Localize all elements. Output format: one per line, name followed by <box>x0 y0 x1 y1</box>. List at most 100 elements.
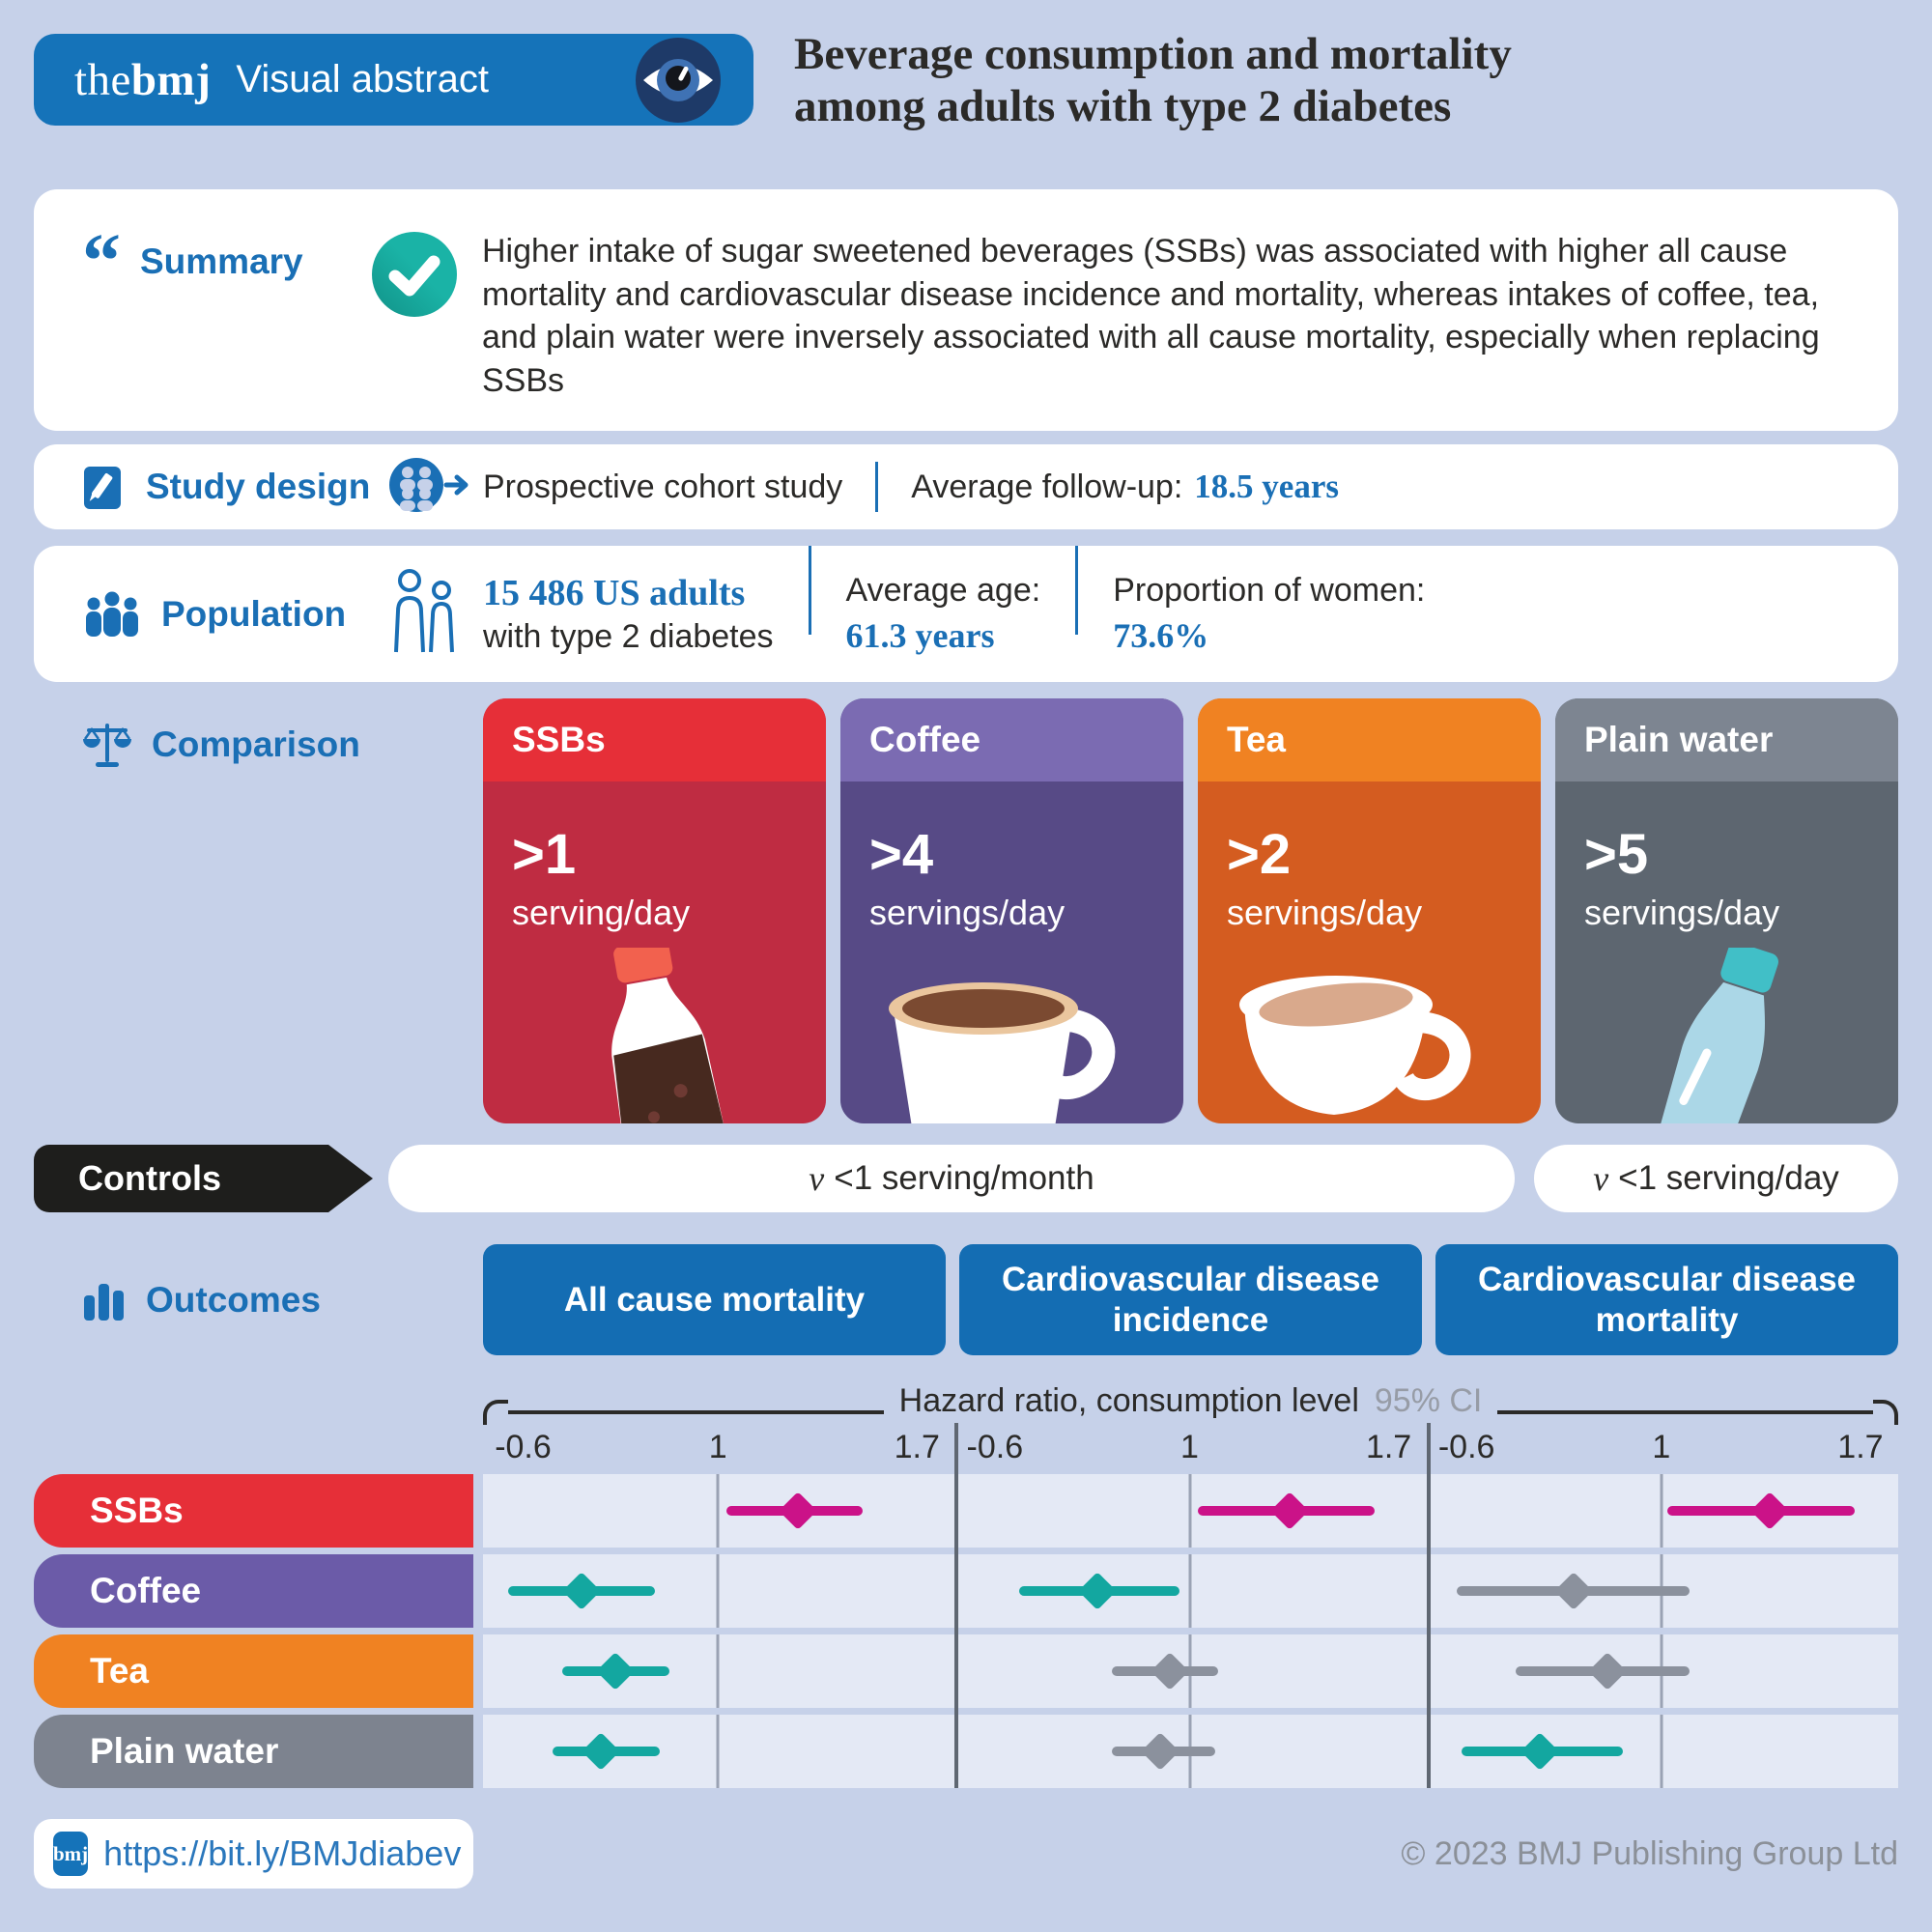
hr-diamond <box>1749 1492 1789 1530</box>
link-pill[interactable]: bmj https://bit.ly/BMJdiabev <box>34 1819 473 1889</box>
forest-plot-row-labels: SSBs Coffee Tea Plain water <box>34 1379 473 1788</box>
outcome-button-cvd-incidence[interactable]: Cardiovascular disease incidence <box>959 1244 1422 1355</box>
average-age-block: Average age: 61.3 years <box>846 572 1041 656</box>
hr-diamond <box>582 1732 620 1771</box>
reference-line <box>1660 1715 1663 1788</box>
hr-diamond <box>1151 1652 1190 1690</box>
water-bottle-icon <box>1555 948 1898 1123</box>
reference-line <box>1660 1474 1663 1548</box>
card-plain-water-title: Plain water <box>1555 698 1898 781</box>
comparison-cards: SSBs >1 serving/day <box>473 698 1898 1123</box>
hr-diamond <box>1520 1732 1559 1771</box>
outcome-buttons: All cause mortality Cardiovascular disea… <box>473 1244 1898 1355</box>
reference-line <box>716 1634 720 1708</box>
reference-line <box>716 1715 720 1788</box>
women-proportion-block: Proportion of women: 73.6% <box>1113 572 1425 656</box>
forest-plot: SSBs Coffee Tea Plain water Hazard ratio, c… <box>34 1379 1899 1788</box>
card-ssbs-amount: >1 <box>512 823 577 886</box>
plot-rows <box>483 1474 1898 1788</box>
card-tea-title: Tea <box>1198 698 1541 781</box>
bmj-badge-icon: bmj <box>53 1832 89 1876</box>
card-plain-water: Plain water >5 servings/day <box>1555 698 1898 1123</box>
plot-cell-plain-water-panel1 <box>483 1715 955 1788</box>
age-value: 61.3 years <box>845 616 995 655</box>
plot-cell-ssbs-panel1 <box>483 1474 955 1548</box>
card-coffee-unit: servings/day <box>869 893 1065 932</box>
footer: bmj https://bit.ly/BMJdiabev © 2023 BMJ … <box>34 1819 1898 1889</box>
card-tea: Tea >2 servings/day <box>1198 698 1541 1123</box>
summary-section-label: “ Summary <box>82 219 303 304</box>
plot-cell-coffee-panel3 <box>1426 1554 1898 1628</box>
hr-diamond <box>1141 1732 1180 1771</box>
outcome-button-cvd-mortality[interactable]: Cardiovascular disease mortality <box>1435 1244 1898 1355</box>
axis-tick: 1.7 <box>1365 1429 1412 1465</box>
hr-diamond <box>1269 1492 1309 1530</box>
bracket-left <box>483 1399 508 1425</box>
header: thebmj Visual abstract Beverage consumpt… <box>34 29 1898 131</box>
plot-cell-coffee-panel2 <box>954 1554 1427 1628</box>
card-ssbs: SSBs >1 serving/day <box>483 698 826 1123</box>
divider <box>808 546 811 635</box>
card-tea-amount: >2 <box>1227 823 1292 886</box>
study-design-section-label: Study design <box>82 463 386 511</box>
axis-tick: 1 <box>1180 1429 1199 1465</box>
panel-divider <box>1426 1423 1431 1788</box>
outcome-button-all-cause[interactable]: All cause mortality <box>483 1244 946 1355</box>
plot-cell-tea-panel1 <box>483 1634 955 1708</box>
hr-diamond <box>1554 1572 1593 1610</box>
controls-tag: Controls <box>34 1145 373 1212</box>
women-label: Proportion of women: <box>1113 572 1426 609</box>
reference-line <box>1188 1554 1191 1628</box>
reference-line <box>716 1474 720 1548</box>
quote-icon: “ <box>82 219 121 304</box>
two-adults-icon <box>386 567 483 661</box>
axis-label: Hazard ratio, consumption level <box>898 1382 1359 1419</box>
card-ssbs-unit: serving/day <box>512 893 691 932</box>
panel-divider <box>954 1423 959 1788</box>
coffee-cup-icon <box>840 952 1183 1123</box>
hr-diamond <box>1077 1572 1117 1610</box>
axis-ticks: -0.6 1 1.7 -0.6 1 1.7 -0.6 1 1.7 <box>483 1423 1898 1474</box>
plot-cell-plain-water-panel2 <box>954 1715 1427 1788</box>
bmj-brand: thebmj <box>74 54 212 105</box>
footer-link[interactable]: https://bit.ly/BMJdiabev <box>103 1833 462 1873</box>
population-desc: with type 2 diabetes <box>483 618 774 655</box>
population-count: 15 486 US adults <box>483 573 746 613</box>
axis-tick: -0.6 <box>966 1429 1024 1465</box>
axis-tick: 1.7 <box>894 1429 940 1465</box>
check-icon <box>372 232 457 322</box>
card-plain-water-unit: servings/day <box>1584 893 1780 932</box>
plot-cell-tea-panel2 <box>954 1634 1427 1708</box>
visual-abstract-label: Visual abstract <box>236 58 489 100</box>
scale-icon <box>82 720 132 770</box>
study-design-card: Study design Prospective cohort study Av… <box>34 444 1898 529</box>
age-label: Average age: <box>845 572 1041 609</box>
bmj-logo-box: thebmj Visual abstract <box>34 34 753 126</box>
pencil-icon <box>82 463 127 511</box>
bar-chart-icon <box>82 1278 127 1322</box>
forest-plot-panels: Hazard ratio, consumption level 95% CI -… <box>473 1379 1899 1788</box>
summary-card: “ Summary Higher intake of sugar sweeten… <box>34 189 1898 431</box>
divider <box>875 462 879 512</box>
card-coffee-title: Coffee <box>840 698 1183 781</box>
plot-cell-plain-water-panel3 <box>1426 1715 1898 1788</box>
population-card: Population 15 486 US adults with type 2 … <box>34 546 1898 682</box>
hr-diamond <box>596 1652 636 1690</box>
axis-tick: -0.6 <box>1437 1429 1495 1465</box>
ci-label: 95% CI <box>1374 1382 1483 1419</box>
page-title: Beverage consumption and mortality among… <box>794 28 1512 131</box>
bracket-right <box>1873 1399 1899 1425</box>
followup-value: 18.5 years <box>1194 468 1339 505</box>
axis-tick: 1 <box>708 1429 727 1465</box>
plot-cell-coffee-panel1 <box>483 1554 955 1628</box>
axis-tick: 1 <box>1652 1429 1671 1465</box>
hr-diamond <box>562 1572 601 1610</box>
control-month-pill: v <1 serving/month <box>388 1145 1515 1212</box>
card-plain-water-amount: >5 <box>1584 823 1649 886</box>
row-label-tea: Tea <box>34 1634 473 1708</box>
axis-header: Hazard ratio, consumption level 95% CI <box>483 1379 1899 1425</box>
population-count-block: 15 486 US adults with type 2 diabetes <box>483 572 774 656</box>
eye-icon <box>636 37 721 123</box>
controls-row: Controls v <1 serving/month v <1 serving… <box>34 1145 1898 1212</box>
